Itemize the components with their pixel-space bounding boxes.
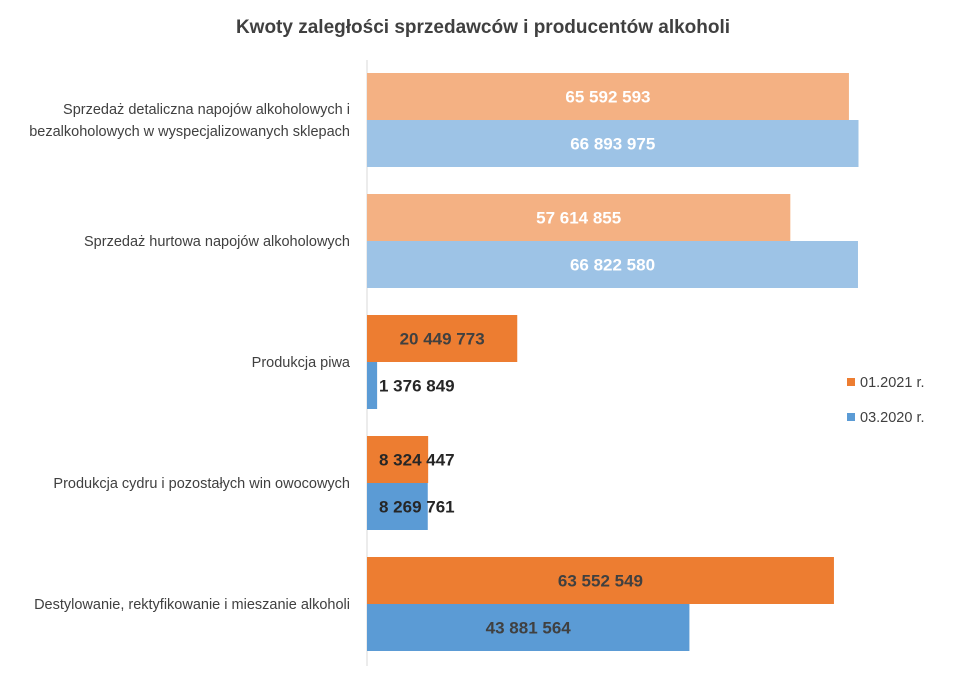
legend: 01.2021 r. 03.2020 r. (847, 375, 925, 426)
bar-2020-cat0 (367, 120, 859, 167)
category-label-2: Produkcja piwa (252, 355, 351, 371)
category-label-1: Sprzedaż hurtowa napojów alkoholowych (84, 234, 350, 250)
data-label-2021-cat0: 65 592 593 (565, 88, 650, 107)
category-labels: Sprzedaż detaliczna napojów alkoholowych… (29, 102, 351, 613)
category-label-0-line0: Sprzedaż detaliczna napojów alkoholowych… (63, 102, 350, 118)
legend-swatch-2021 (847, 378, 855, 386)
bar-2020-cat3 (367, 483, 428, 530)
data-label-2021-cat3: 8 324 447 (379, 451, 455, 470)
category-label-3: Produkcja cydru i pozostałych win owocow… (53, 476, 350, 492)
bar-2020-cat4 (367, 604, 690, 651)
legend-label-2021: 01.2021 r. (860, 375, 925, 391)
category-label-4: Destylowanie, rektyfikowanie i mieszanie… (34, 597, 350, 613)
chart-title: Kwoty zaległości sprzedawców i producent… (236, 17, 730, 38)
data-label-2020-cat3: 8 269 761 (379, 498, 455, 517)
bar-2021-cat4 (367, 557, 834, 604)
category-label-0-line1: bezalkoholowych w wyspecjalizowanych skl… (29, 124, 350, 140)
bars-group: 65 592 593 66 893 975 57 614 855 66 822 580… (367, 73, 859, 651)
bar-2020-cat1 (367, 241, 858, 288)
data-label-2020-cat1: 66 822 580 (570, 256, 655, 275)
data-label-2020-cat0: 66 893 975 (570, 135, 655, 154)
bar-2021-cat0 (367, 73, 849, 120)
data-label-2021-cat4: 63 552 549 (558, 572, 643, 591)
data-label-2020-cat2: 1 376 849 (379, 377, 455, 396)
legend-swatch-2020 (847, 413, 855, 421)
data-label-2021-cat1: 57 614 855 (536, 209, 621, 228)
bar-2021-cat2 (367, 315, 518, 362)
bar-2021-cat1 (367, 194, 791, 241)
data-label-2020-cat4: 43 881 564 (486, 619, 572, 638)
data-label-2021-cat2: 20 449 773 (400, 330, 485, 349)
legend-label-2020: 03.2020 r. (860, 410, 925, 426)
bar-2021-cat3 (367, 436, 429, 483)
bar-2020-cat2 (367, 362, 378, 409)
